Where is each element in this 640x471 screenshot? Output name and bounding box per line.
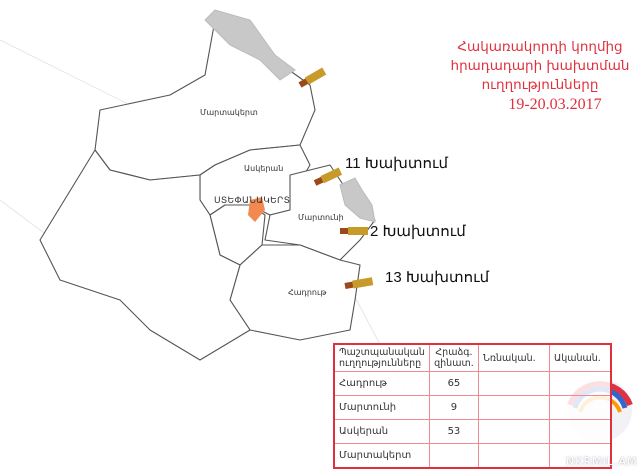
cell: Մարտակերտ [333, 443, 430, 469]
bullet-icons [298, 67, 374, 289]
column-header: Ականան. [548, 343, 612, 372]
table-row: Մարտունի 9 [333, 395, 612, 420]
cell: 9 [428, 395, 479, 420]
cell [477, 395, 550, 420]
title-date: 19-20.03.2017 [508, 96, 602, 113]
region-west [39, 149, 251, 361]
cell: Մարտունի [333, 395, 430, 420]
violations-table: Պաշտպանական ուղղությունները Հրաձգ. զինատ… [333, 343, 612, 469]
column-header: Նռնական. [477, 343, 550, 372]
cell: Հադրութ [333, 371, 430, 396]
table-row: Ասկերան 53 [333, 419, 612, 444]
title-line: հրադադարի խախտման [450, 58, 630, 74]
cell [548, 371, 612, 396]
stepanakert-city [248, 197, 265, 222]
title-line: Հակառակորդի կողմից [457, 39, 623, 55]
label-martakert: Մարտակերտ [200, 108, 258, 117]
title-line: ուղղությունները [481, 77, 599, 93]
label-hadrut: Հադրութ [288, 288, 327, 297]
cell [548, 419, 612, 444]
table-row: Հադրութ 65 [333, 371, 612, 396]
label-martuni: Մարտունի [298, 213, 344, 222]
violation-label: 13 Խախտում [385, 269, 490, 286]
map-title: Հակառակորդի կողմից հրադադարի խախտման ուղ… [440, 38, 640, 114]
column-header: Պաշտպանական ուղղությունները [333, 343, 430, 372]
cell [548, 395, 612, 420]
cell [548, 443, 612, 469]
cell [477, 371, 550, 396]
label-stepanakert: ՍՏԵՓԱՆԱԿԵՐՏ [214, 196, 291, 206]
cell: 65 [428, 371, 479, 396]
table-header-row: Պաշտպանական ուղղությունները Հրաձգ. զինատ… [333, 343, 612, 372]
watermark: NKRMIL.AM [566, 455, 638, 468]
table-row: Մարտակերտ [333, 443, 612, 469]
column-header: Հրաձգ. զինատ. [428, 343, 479, 372]
cell [477, 443, 550, 469]
label-askeran: Ասկերան [244, 164, 284, 173]
violation-label: 11 Խախտում [345, 155, 449, 172]
cell: Ասկերան [333, 419, 430, 444]
violation-label: 2 Խախտում [370, 223, 466, 240]
occupied-area-north [204, 9, 296, 81]
cell [477, 419, 550, 444]
cell: 53 [428, 419, 479, 444]
occupied-area-east [339, 177, 376, 223]
cell [428, 443, 479, 469]
